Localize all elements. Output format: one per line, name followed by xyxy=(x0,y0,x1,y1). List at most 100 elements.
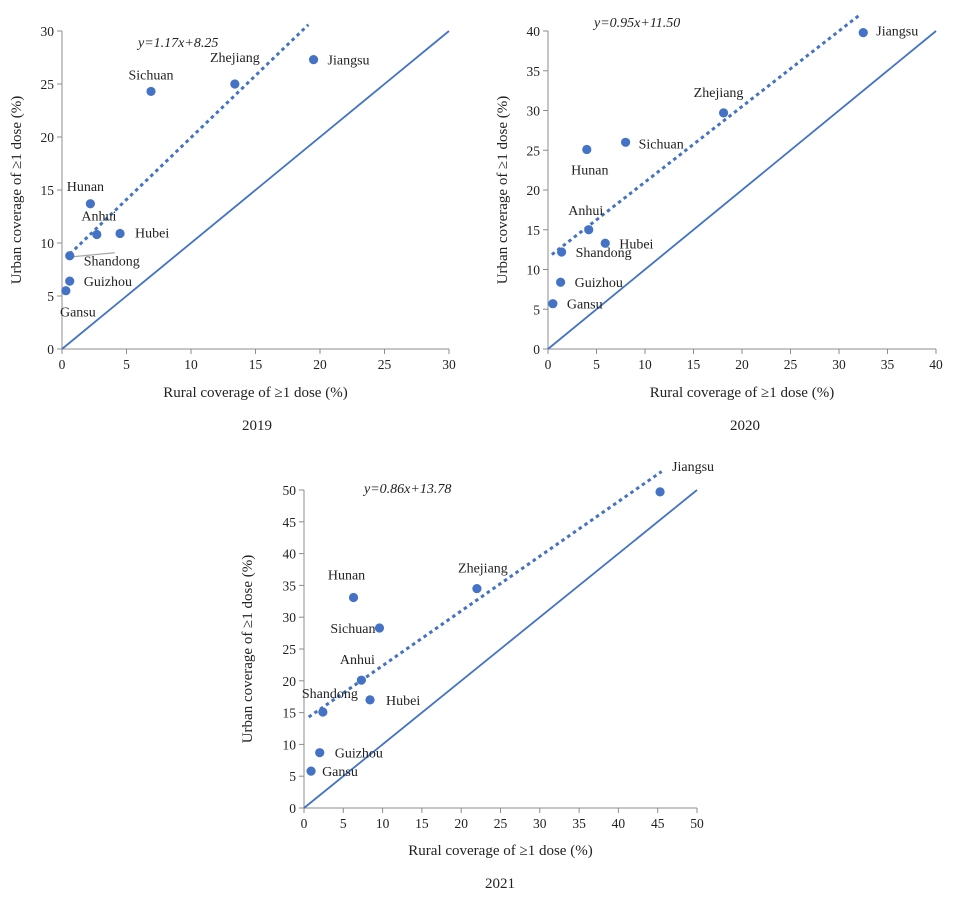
x-tick-label: 10 xyxy=(376,816,390,831)
y-axis-label: Urban coverage of ≥1 dose (%) xyxy=(9,96,25,285)
chart-2019: 0 5 10 15 20 25 30 0 5 10 15 20 25 30 Jiangsu Zhejiang S… xyxy=(9,23,456,434)
chart-year-caption: 2021 xyxy=(485,876,515,892)
x-tick-label: 25 xyxy=(494,816,508,831)
point-label-hunan: Hunan xyxy=(67,180,104,195)
x-tick-label: 20 xyxy=(454,816,468,831)
trend-line xyxy=(68,23,310,256)
x-tick-label: 0 xyxy=(545,357,552,372)
regression-equation: y=1.17x+8.25 xyxy=(136,36,218,51)
x-tick-label: 30 xyxy=(533,816,547,831)
point-label-guizhou: Guizhou xyxy=(84,275,132,290)
x-tick-label: 40 xyxy=(612,816,626,831)
x-tick-label: 0 xyxy=(301,816,308,831)
data-point-hunan xyxy=(348,592,359,603)
x-tick-label: 25 xyxy=(378,357,392,372)
point-label-hubei: Hubei xyxy=(386,694,420,709)
x-tick-label: 35 xyxy=(881,357,895,372)
point-label-hubei: Hubei xyxy=(619,237,653,252)
reference-line-y-equals-x xyxy=(547,30,937,350)
data-point-zhejiang xyxy=(472,583,482,594)
y-tick-label: 25 xyxy=(283,642,297,657)
point-label-guizhou: Guizhou xyxy=(575,276,623,291)
point-label-zhejiang: Zhejiang xyxy=(210,51,260,66)
point-label-sichuan: Sichuan xyxy=(330,622,375,637)
y-tick-label: 50 xyxy=(283,483,297,498)
point-label-hubei: Hubei xyxy=(135,226,169,241)
y-tick-label: 10 xyxy=(283,737,297,752)
y-tick-label: 20 xyxy=(283,674,297,689)
y-tick-label: 5 xyxy=(289,769,296,784)
y-tick-label: 15 xyxy=(527,223,541,238)
data-point-anhui xyxy=(356,675,366,685)
data-point-sichuan xyxy=(146,86,156,97)
y-tick-label: 40 xyxy=(527,24,541,39)
y-tick-label: 15 xyxy=(41,183,55,198)
point-label-hunan: Hunan xyxy=(571,163,608,178)
data-point-shandong xyxy=(65,251,75,261)
point-label-sichuan: Sichuan xyxy=(128,68,173,83)
point-label-shandong: Shandong xyxy=(302,687,358,702)
y-tick-label: 45 xyxy=(283,515,297,530)
x-tick-label: 15 xyxy=(249,357,263,372)
x-tick-label: 30 xyxy=(442,357,456,372)
point-label-anhui: Anhui xyxy=(340,653,375,668)
reference-line-y-equals-x xyxy=(61,30,450,350)
x-axis-label: Rural coverage of ≥1 dose (%) xyxy=(163,385,347,401)
x-tick-label: 10 xyxy=(184,357,198,372)
x-tick-label: 20 xyxy=(735,357,749,372)
y-tick-label: 10 xyxy=(527,263,541,278)
data-point-sichuan xyxy=(374,623,385,633)
y-tick-label: 15 xyxy=(283,706,297,721)
y-tick-label: 0 xyxy=(533,342,540,357)
data-point-gansu xyxy=(548,299,558,309)
y-tick-label: 0 xyxy=(47,342,54,357)
y-tick-label: 30 xyxy=(41,24,55,39)
data-point-jiangsu xyxy=(858,27,868,38)
data-point-jiangsu xyxy=(308,55,319,65)
data-point-hunan xyxy=(582,144,592,155)
x-tick-label: 15 xyxy=(687,357,701,372)
y-tick-label: 25 xyxy=(41,77,55,92)
point-label-jiangsu: Jiangsu xyxy=(672,460,714,475)
point-label-gansu: Gansu xyxy=(60,306,96,321)
x-tick-label: 15 xyxy=(415,816,429,831)
x-tick-label: 5 xyxy=(340,816,347,831)
x-tick-label: 30 xyxy=(832,357,846,372)
x-tick-label: 5 xyxy=(123,357,130,372)
x-tick-label: 50 xyxy=(690,816,704,831)
data-point-gansu xyxy=(306,766,316,776)
x-axis-label: Rural coverage of ≥1 dose (%) xyxy=(650,385,834,401)
data-point-anhui xyxy=(92,229,102,240)
y-tick-label: 30 xyxy=(283,610,297,625)
x-axis-label: Rural coverage of ≥1 dose (%) xyxy=(408,843,592,859)
point-label-hunan: Hunan xyxy=(328,568,365,583)
x-tick-label: 5 xyxy=(593,357,600,372)
point-label-gansu: Gansu xyxy=(567,298,603,313)
x-tick-label: 20 xyxy=(313,357,327,372)
point-label-shandong: Shandong xyxy=(576,246,632,261)
data-point-shandong xyxy=(318,707,328,717)
x-tick-label: 35 xyxy=(572,816,586,831)
data-point-gansu xyxy=(61,286,71,296)
data-point-shandong xyxy=(556,247,567,257)
data-point-hubei xyxy=(365,695,375,705)
y-tick-label: 20 xyxy=(41,130,55,145)
y-tick-label: 20 xyxy=(527,183,541,198)
reference-line-y-equals-x xyxy=(303,489,698,809)
x-tick-label: 10 xyxy=(638,357,652,372)
point-label-jiangsu: Jiangsu xyxy=(876,25,918,40)
x-tick-label: 40 xyxy=(929,357,943,372)
data-point-zhejiang xyxy=(718,108,729,118)
y-tick-label: 30 xyxy=(527,104,541,119)
y-tick-label: 25 xyxy=(527,143,541,158)
point-label-anhui: Anhui xyxy=(81,210,116,225)
data-point-guizhou xyxy=(315,748,325,758)
regression-equation: y=0.86x+13.78 xyxy=(362,482,451,497)
y-axis-label: Urban coverage of ≥1 dose (%) xyxy=(495,96,511,285)
point-label-anhui: Anhui xyxy=(568,204,603,219)
y-tick-label: 35 xyxy=(527,64,541,79)
y-tick-label: 0 xyxy=(289,801,296,816)
data-point-guizhou xyxy=(556,277,566,287)
shandong-leader-line xyxy=(72,252,115,258)
